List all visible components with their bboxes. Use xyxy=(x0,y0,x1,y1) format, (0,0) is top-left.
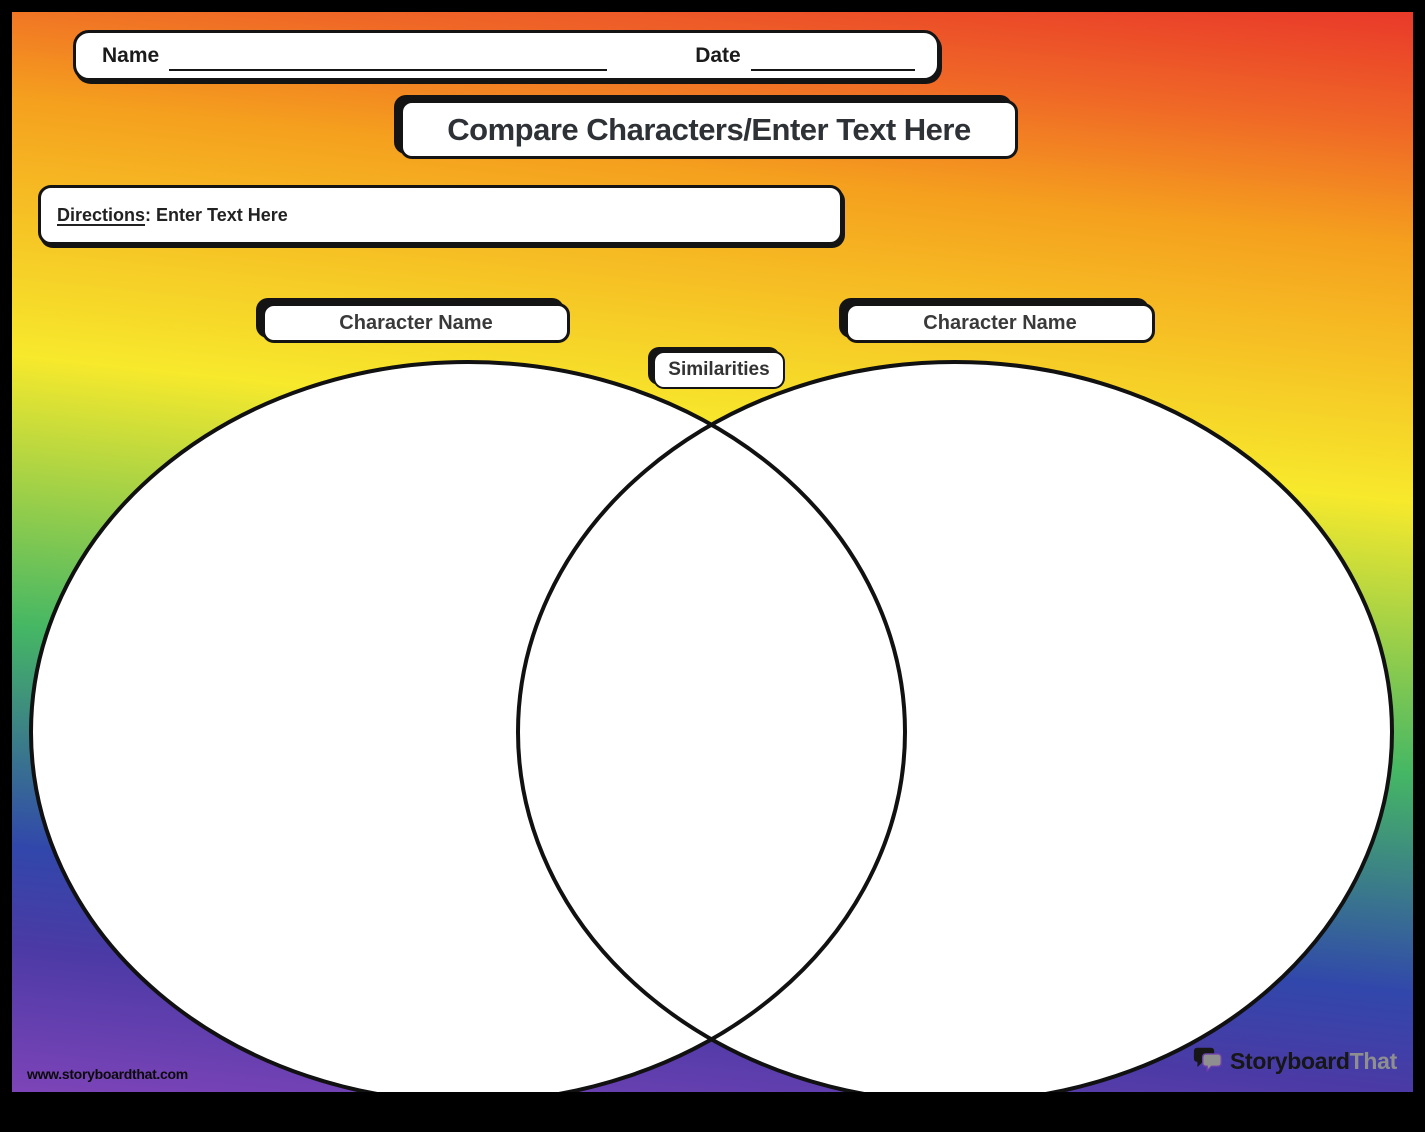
logo-text-secondary: That xyxy=(1349,1047,1398,1074)
speech-bubbles-icon xyxy=(1193,1047,1222,1073)
character-name-right-label: Character Name xyxy=(923,311,1077,334)
directions-label: Directions xyxy=(57,204,146,225)
name-input-line[interactable] xyxy=(169,48,608,71)
title-text: Compare Characters/Enter Text Here xyxy=(447,111,971,147)
worksheet-background: Name Date Compare Characters/Enter Text … xyxy=(12,12,1413,1092)
left-circle-outline xyxy=(29,360,907,1092)
date-label: Date xyxy=(695,43,741,67)
character-name-left-label: Character Name xyxy=(339,311,493,334)
title-box[interactable]: Compare Characters/Enter Text Here xyxy=(400,100,1018,159)
similarities-label: Similarities xyxy=(668,359,770,380)
directions-box[interactable]: Directions: Enter Text Here xyxy=(38,185,843,245)
name-label: Name xyxy=(102,43,160,67)
website-url: www.storyboardthat.com xyxy=(27,1066,188,1082)
right-circle-fill[interactable] xyxy=(518,362,1392,1092)
character-name-box-right[interactable]: Character Name xyxy=(845,303,1155,343)
character-name-box-left[interactable]: Character Name xyxy=(262,303,570,343)
venn-diagram xyxy=(29,360,1394,1092)
logo-text: StoryboardThat xyxy=(1230,1048,1397,1075)
date-input-line[interactable] xyxy=(750,48,915,71)
directions-text: : Enter Text Here xyxy=(145,204,288,225)
similarities-badge[interactable]: Similarities xyxy=(653,351,785,389)
right-circle-outline xyxy=(516,360,1394,1092)
name-date-box: Name Date xyxy=(73,30,940,81)
logo-text-primary: Storyboard xyxy=(1229,1047,1350,1074)
storyboardthat-logo: StoryboardThat xyxy=(1193,1046,1397,1076)
